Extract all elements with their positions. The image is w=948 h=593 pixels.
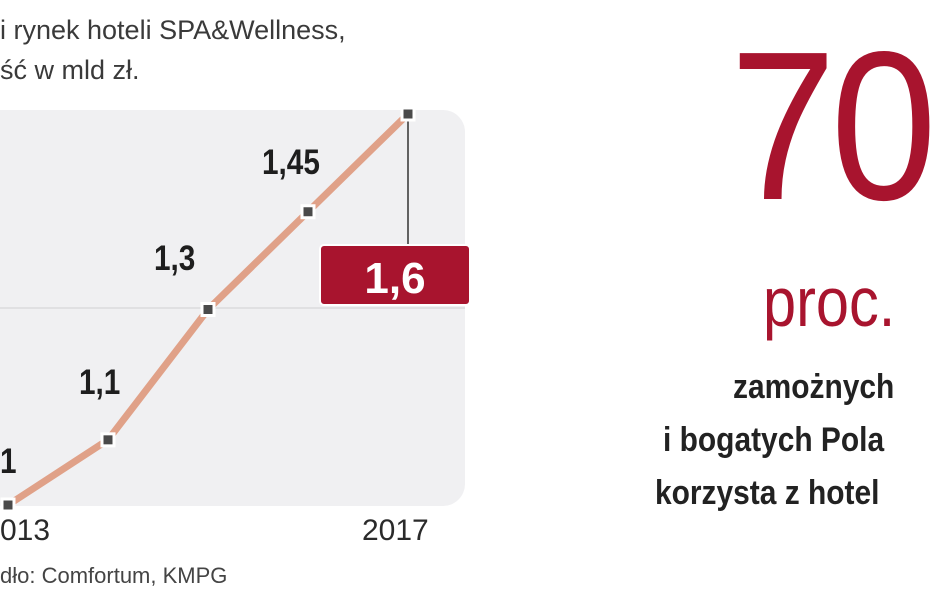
stat-description-line-2: i bogatych Pola <box>663 421 885 459</box>
source-note: dło: Comfortum, KMPG <box>0 563 228 588</box>
line-chart: 1,6 <box>0 106 471 512</box>
x-tick-2013: 013 <box>0 514 51 547</box>
data-point-2016 <box>300 204 316 220</box>
stat-value: 70 <box>730 7 937 244</box>
stat-description-line-1: zamożnych <box>733 368 895 406</box>
data-point-2013 <box>0 497 16 512</box>
data-label-2016: 1,45 <box>262 143 320 182</box>
chart-title-line-2: ść w mld zł. <box>0 55 140 85</box>
data-point-2014 <box>100 432 116 448</box>
highlight-box <box>319 244 471 306</box>
x-tick-2017: 2017 <box>362 514 429 547</box>
data-label-2014: 1,1 <box>79 363 121 402</box>
data-point-2015 <box>200 302 216 317</box>
data-point-2017 <box>400 106 416 122</box>
stat-unit: proc. <box>763 263 896 341</box>
chart-title-line-1: i rynek hoteli SPA&Wellness, <box>0 15 346 45</box>
highlight-label: 1,6 <box>364 254 425 303</box>
stat-description-line-3: korzysta z hotel <box>655 474 880 512</box>
data-label-2015: 1,3 <box>154 239 196 278</box>
data-label-2013: 1 <box>0 442 17 481</box>
